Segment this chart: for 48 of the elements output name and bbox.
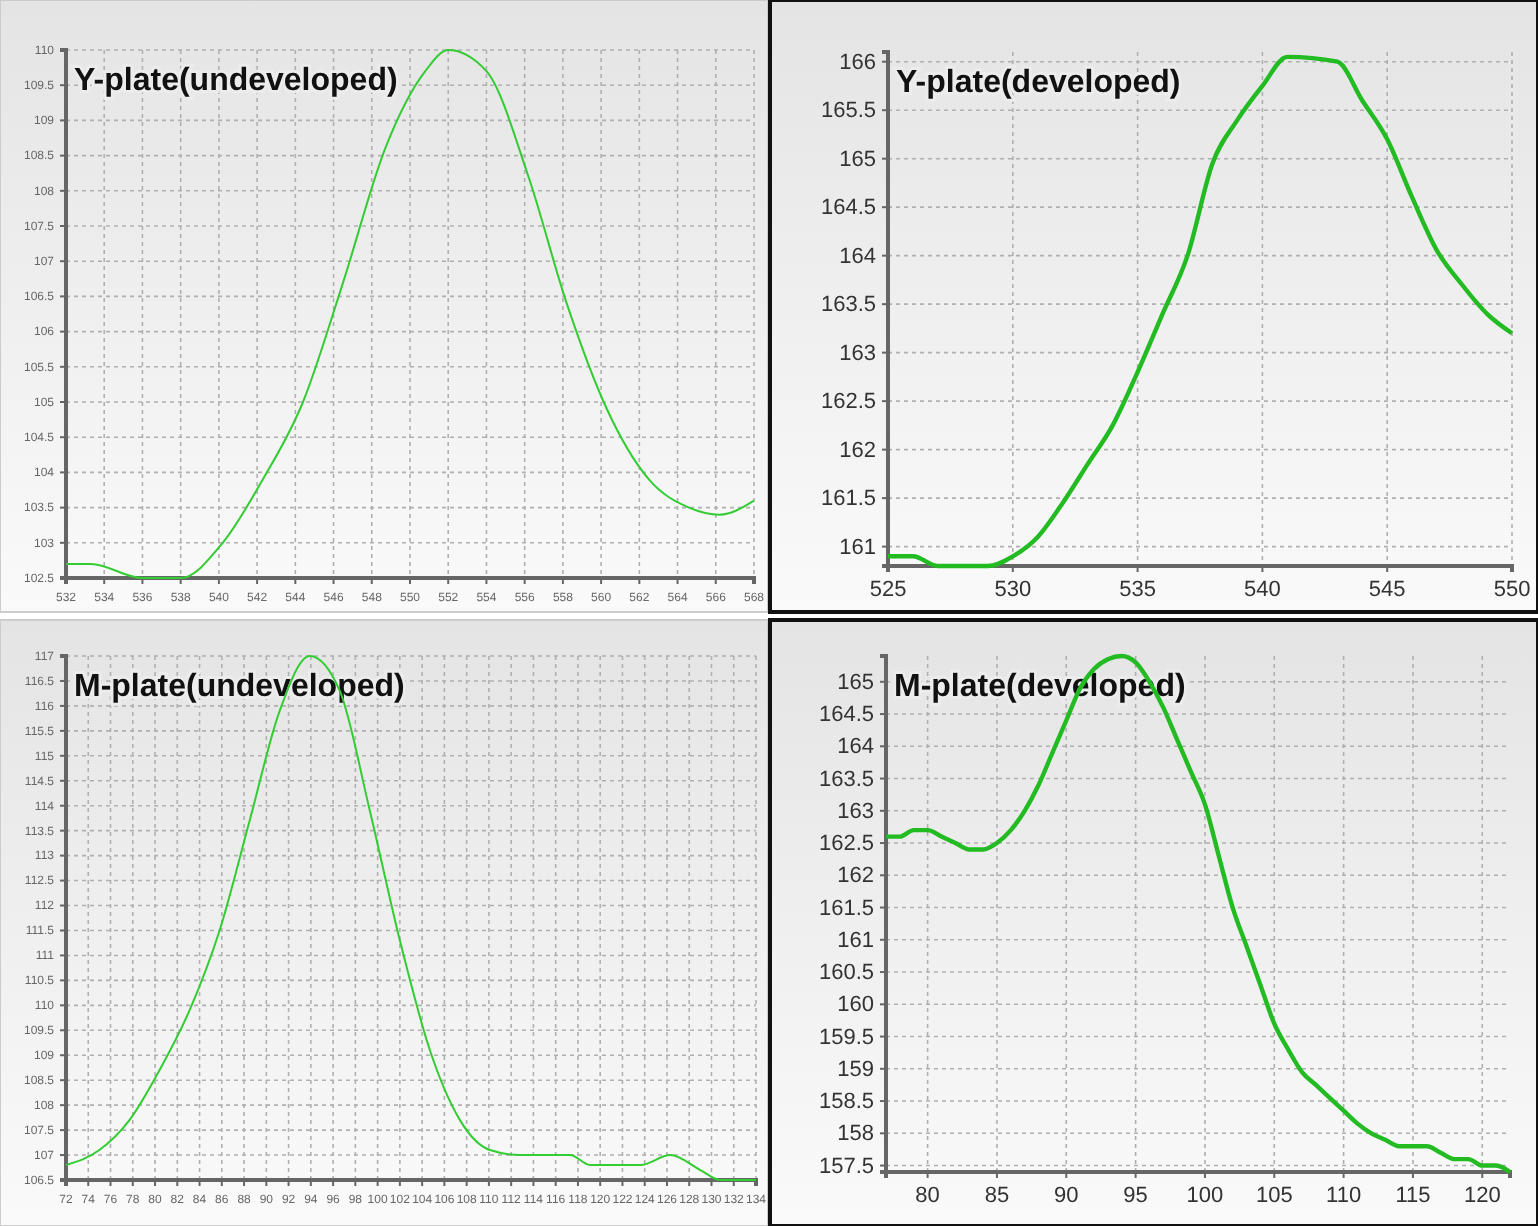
x-tick-label: 550 [1493, 577, 1531, 602]
x-tick-label: 80 [915, 1183, 940, 1208]
line-series [65, 49, 755, 579]
y-tick-label: 158.5 [818, 1090, 874, 1115]
y-tick-label: 161.5 [820, 487, 876, 512]
y-tick-label: 166 [839, 50, 876, 75]
chart-title: Y-plate(undeveloped) [74, 64, 398, 98]
y-tick-label: 163.5 [818, 767, 874, 792]
x-tick-label: 545 [1368, 577, 1406, 602]
x-tick-label: 525 [869, 577, 907, 602]
y-tick-label: 160 [837, 993, 874, 1018]
y-tick-label: 162.5 [820, 390, 876, 415]
x-tick-label: 95 [1123, 1183, 1148, 1208]
y-tick-label: 157.5 [818, 1154, 874, 1179]
y-tick-label: 161.5 [818, 896, 874, 921]
y-tick-label: 159.5 [818, 1025, 874, 1050]
y-tick-label: 164.5 [820, 196, 876, 221]
y-tick-label: 163 [839, 341, 876, 366]
line-series [885, 54, 1515, 569]
y-tick-label: 163.5 [820, 293, 876, 318]
x-tick-label: 115 [1395, 1183, 1431, 1208]
x-tick-label: 105 [1255, 1183, 1293, 1208]
x-tick-label: 90 [1054, 1183, 1079, 1208]
y-tick-label: 162 [837, 864, 874, 889]
x-tick-label: 540 [1244, 577, 1281, 602]
x-tick-label: 110 [1326, 1183, 1362, 1208]
y-tick-label: 162.5 [818, 832, 874, 857]
y-tick-label: 160.5 [818, 961, 874, 986]
y-tick-label: 161 [837, 928, 874, 953]
y-tick-label: 159 [837, 1057, 874, 1082]
y-tick-label: 158 [837, 1122, 874, 1147]
y-tick-label: 165 [839, 147, 876, 172]
x-tick-label: 120 [1463, 1183, 1501, 1208]
y-tick-label: 165.5 [820, 99, 876, 124]
y-tick-label: 161 [839, 535, 876, 560]
chart-title: Y-plate(developed) [896, 66, 1181, 100]
y-tick-label: 165 [837, 670, 874, 695]
line-series [65, 655, 757, 1181]
x-tick-label: 85 [984, 1183, 1010, 1208]
x-tick-label: 535 [1119, 577, 1156, 602]
y-tick-label: 162 [839, 438, 876, 463]
x-tick-label: 530 [994, 577, 1032, 602]
y-tick-label: 164.5 [818, 703, 874, 728]
x-tick-label: 100 [1186, 1183, 1224, 1208]
line-series [883, 653, 1513, 1175]
y-tick-label: 164 [837, 735, 874, 760]
y-tick-label: 164 [839, 244, 876, 269]
y-tick-label: 163 [837, 799, 874, 824]
